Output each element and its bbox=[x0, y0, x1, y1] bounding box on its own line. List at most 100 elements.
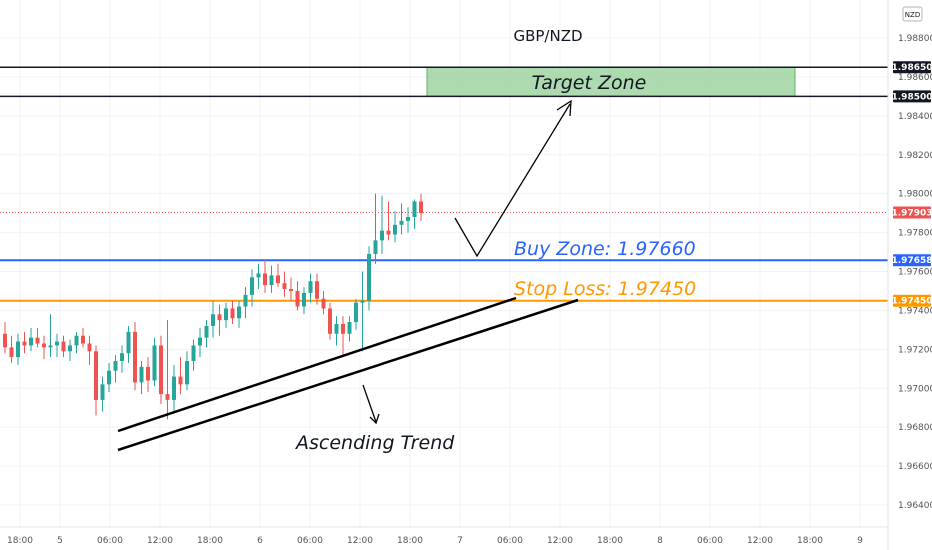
time-tick-label: 18:00 bbox=[797, 536, 823, 546]
current-price-tag: 1.97903 bbox=[892, 206, 932, 219]
currency-badge[interactable]: NZD bbox=[902, 6, 923, 22]
currency-badge-label: NZD bbox=[905, 11, 920, 19]
time-tick-label: 5 bbox=[57, 536, 63, 546]
time-tick-label: 8 bbox=[657, 536, 663, 546]
candle-body bbox=[263, 273, 267, 286]
candle-body bbox=[289, 289, 293, 291]
candle-body bbox=[68, 345, 72, 352]
candle-body bbox=[191, 345, 196, 362]
time-tick-label: 9 bbox=[857, 536, 863, 546]
time-tick-label: 18:00 bbox=[397, 536, 423, 546]
time-tick-label: 12:00 bbox=[347, 536, 373, 546]
candle-body bbox=[360, 300, 365, 303]
candle-body bbox=[256, 273, 261, 278]
candle-body bbox=[55, 341, 59, 346]
candle-body bbox=[204, 325, 209, 338]
candle-body bbox=[354, 302, 358, 323]
candle-body bbox=[302, 292, 306, 307]
stop-price-tag-bg bbox=[893, 294, 931, 307]
time-tick-label: 06:00 bbox=[497, 536, 523, 546]
candle-body bbox=[269, 275, 274, 286]
trend-pointer-head bbox=[369, 413, 380, 425]
price-tick-label: 1.97800 bbox=[898, 229, 932, 239]
candle-body bbox=[74, 335, 79, 346]
candle-body bbox=[29, 337, 33, 346]
drawings-layer bbox=[117, 99, 579, 452]
forecast-arrowhead bbox=[556, 99, 572, 117]
time-tick-label: 06:00 bbox=[697, 536, 723, 546]
candle-body bbox=[22, 341, 27, 346]
candle-body bbox=[126, 331, 131, 354]
time-tick-label: 7 bbox=[457, 536, 463, 546]
candle-body bbox=[315, 281, 319, 299]
stop-price-tag: 1.97450 bbox=[892, 294, 932, 307]
trend-line-upper bbox=[117, 296, 517, 433]
candle-body bbox=[9, 347, 14, 358]
candle-body bbox=[133, 331, 137, 383]
stop-price-tag-text: 1.97450 bbox=[892, 297, 932, 307]
price-axis: 1.96400 1.96600 1.96800 1.97000 1.97200 1.974… bbox=[887, 0, 932, 550]
candle-body bbox=[165, 394, 170, 400]
buy-price-tag-bg bbox=[893, 254, 931, 267]
target-top-tag: 1.98650 bbox=[892, 61, 932, 74]
candle-body bbox=[159, 345, 163, 395]
candle-body bbox=[120, 353, 124, 362]
buy-price-tag-text: 1.97658 bbox=[892, 256, 932, 266]
candle-body bbox=[224, 308, 228, 321]
ascending-trend-label: Ascending Trend bbox=[294, 432, 455, 454]
candle-body bbox=[237, 306, 241, 319]
target-zone-label: Target Zone bbox=[532, 72, 647, 94]
candle-body bbox=[295, 290, 300, 307]
time-tick-label: 6 bbox=[257, 536, 263, 546]
candle-body bbox=[152, 345, 157, 381]
chart-title: GBP/NZD bbox=[513, 27, 582, 45]
candle-body bbox=[178, 376, 183, 385]
trend-pointer bbox=[362, 384, 377, 423]
price-tick-label: 1.96600 bbox=[898, 462, 932, 472]
chart-grid bbox=[0, 0, 888, 527]
candle-body bbox=[3, 333, 7, 348]
candle-body bbox=[230, 308, 235, 319]
target-top-tag-text: 1.98650 bbox=[892, 63, 932, 73]
price-tick-label: 1.98200 bbox=[898, 151, 932, 161]
target-top-tag-bg bbox=[893, 61, 931, 74]
target-bottom-tag: 1.98500 bbox=[892, 90, 932, 103]
candle-body bbox=[399, 220, 404, 225]
candle-body bbox=[334, 324, 339, 334]
time-tick-label: 12:00 bbox=[547, 536, 573, 546]
time-tick-label: 12:00 bbox=[147, 536, 173, 546]
time-tick-label: 18:00 bbox=[597, 536, 623, 546]
time-tick-label: 18:00 bbox=[197, 536, 223, 546]
price-tick-label: 1.98600 bbox=[898, 73, 932, 83]
candle-body bbox=[94, 351, 98, 400]
forecast-path bbox=[454, 103, 571, 258]
target-bottom-tag-bg bbox=[893, 90, 931, 103]
time-tick-label: 12:00 bbox=[747, 536, 773, 546]
candle-body bbox=[81, 335, 85, 344]
candle-body bbox=[386, 230, 391, 235]
price-tick-label: 1.97600 bbox=[898, 268, 932, 278]
candle-body bbox=[48, 345, 53, 348]
candle-body bbox=[185, 361, 189, 385]
current-price-tag-bg bbox=[893, 206, 931, 219]
candle-body bbox=[113, 361, 118, 371]
candle-body bbox=[100, 384, 105, 400]
candle-body bbox=[341, 324, 345, 334]
candle-body bbox=[276, 275, 280, 284]
price-tick-label: 1.96800 bbox=[898, 423, 932, 433]
candle-body bbox=[16, 341, 20, 358]
candle-body bbox=[250, 277, 254, 295]
candle-body bbox=[308, 281, 313, 293]
price-tick-label: 1.98400 bbox=[898, 112, 932, 122]
candle-body bbox=[282, 283, 287, 290]
zones-layer bbox=[0, 66, 888, 302]
candle-body bbox=[367, 253, 371, 301]
candles-layer bbox=[3, 193, 423, 420]
price-tick-label: 1.98000 bbox=[898, 190, 932, 200]
time-axis: 18:00 5 06:00 12:00 18:00 6 06:00 12:00 18:00 7 06… bbox=[0, 526, 888, 546]
candle-body bbox=[61, 341, 66, 352]
candle-body bbox=[211, 314, 215, 326]
time-tick-label: 06:00 bbox=[297, 536, 323, 546]
candle-body bbox=[243, 294, 248, 307]
